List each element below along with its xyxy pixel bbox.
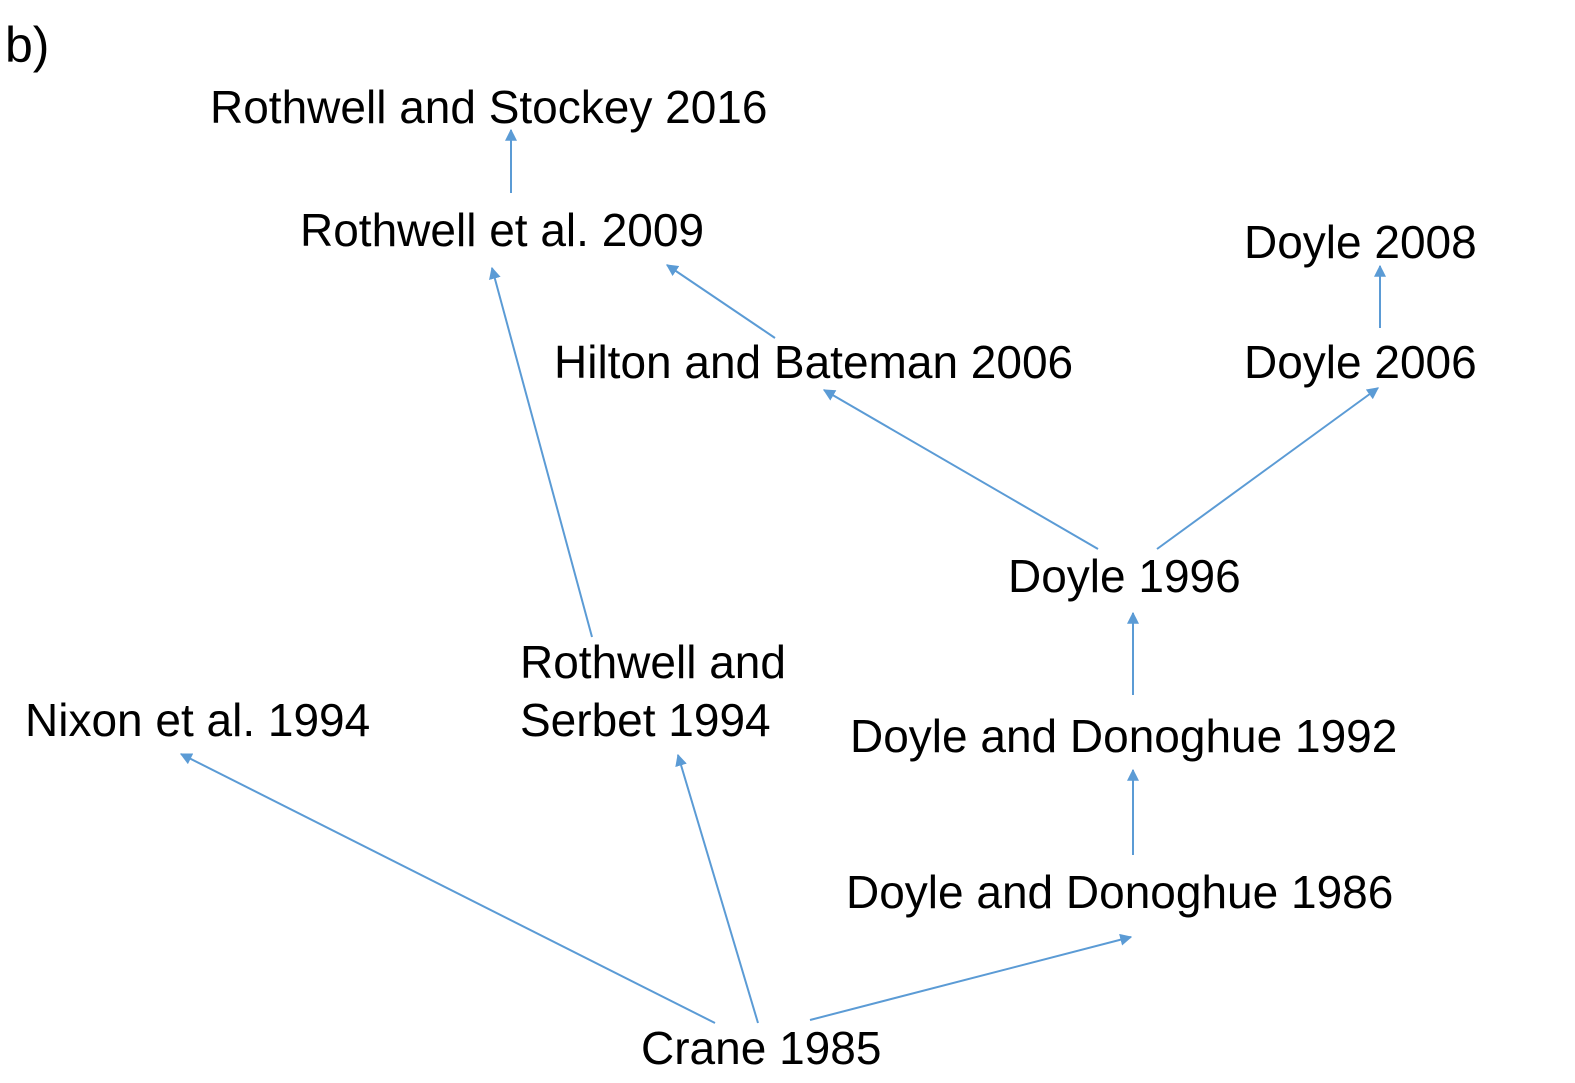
node-label: Doyle and Donoghue 1992 xyxy=(850,710,1397,762)
node-label: Doyle 2008 xyxy=(1244,216,1477,268)
node-label: Rothwell and Serbet 1994 xyxy=(520,636,799,746)
node-label: Nixon et al. 1994 xyxy=(25,694,370,746)
node-label: Crane 1985 xyxy=(641,1022,881,1074)
arrow xyxy=(809,933,1133,1021)
arrow xyxy=(179,753,716,1024)
arrow xyxy=(1156,387,1379,550)
arrow xyxy=(675,753,759,1024)
arrows xyxy=(179,128,1386,1024)
node-label-line: Rothwell and xyxy=(520,636,786,688)
node-label: Rothwell et al. 2009 xyxy=(300,204,704,256)
node-label: Hilton and Bateman 2006 xyxy=(554,336,1073,388)
node-label: Rothwell and Stockey 2016 xyxy=(210,81,767,133)
arrow xyxy=(666,264,776,339)
arrow xyxy=(822,389,1099,550)
arrow xyxy=(489,266,593,638)
node-label: Doyle and Donoghue 1986 xyxy=(846,866,1393,918)
node-label-line: Serbet 1994 xyxy=(520,694,771,746)
panel-label: b) xyxy=(5,17,49,73)
node-label: Doyle 2006 xyxy=(1244,336,1477,388)
node-label: Doyle 1996 xyxy=(1008,550,1241,602)
